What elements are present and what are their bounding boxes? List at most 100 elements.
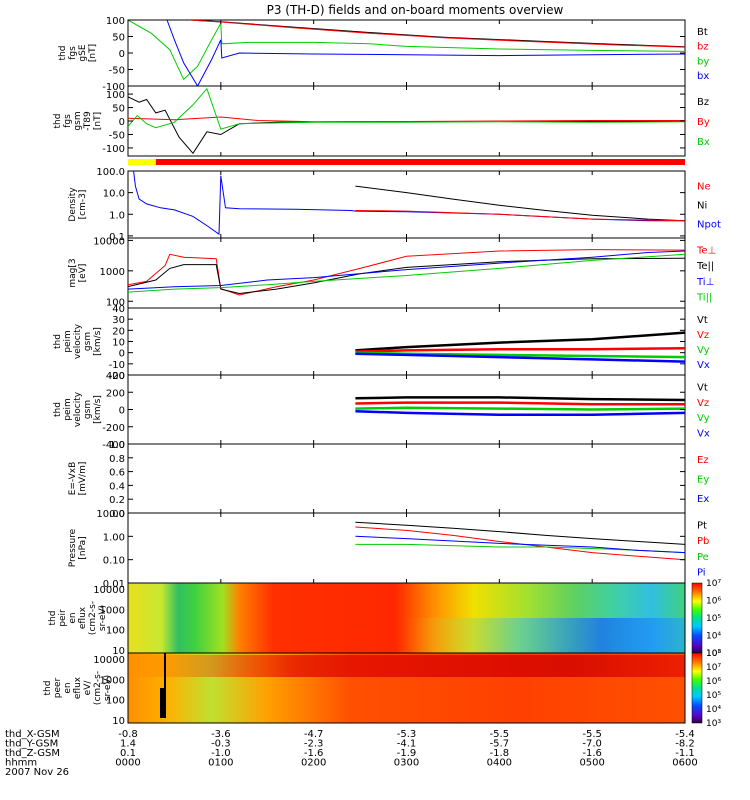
panel-series [128,171,685,236]
legend-item: Pi [697,567,706,578]
series-Te⊥ [128,249,685,296]
y-axis-label: thd [58,46,68,61]
y-tick-label: 1000 [100,605,125,616]
y-axis-label: [nT] [88,44,98,62]
y-axis-label: velocity [73,323,83,359]
x-row-value: -0.3 [211,739,231,750]
colorbar-tick-label: 10⁶ [706,597,721,607]
x-row-value: -8.2 [675,739,695,750]
y-axis-label: fgs [68,46,78,60]
legend-item: Ti|| [696,292,712,303]
x-row-value: 0400 [487,758,512,769]
x-row-value: -4.1 [397,739,417,750]
x-row-value: -1.8 [490,748,510,759]
y-tick-label: -400 [102,440,125,451]
legend-item: Npot [697,220,721,231]
legend-item: Ti⊥ [696,277,714,288]
y-axis-label: [eV] [78,264,88,283]
legend-item: Vz [697,398,709,409]
panel-frame [127,307,686,376]
y-axis-label: (cm2-s- [93,671,103,705]
legend-item: Pe [697,552,709,563]
y-tick-label: -100 [102,144,125,155]
y-axis-label: en [68,612,78,623]
panel-series [355,521,685,561]
x-row-value: 0300 [394,758,419,769]
y-axis-label: peer [53,677,63,698]
x-row-value: -5.5 [582,729,602,740]
y-axis-label: [km/s] [93,327,103,356]
x-row-value: -4.7 [304,729,324,740]
y-tick-label: 0.0 [109,509,125,520]
y-axis-label: thd [53,114,63,129]
y-axis-label: sr-eV) [103,675,113,701]
y-tick-label: 0.4 [109,481,125,492]
panel-series [355,331,685,363]
y-tick-label: 1.0 [109,210,125,221]
series-Ne [355,210,685,222]
x-row-value: 0200 [301,758,326,769]
y-tick-label: 100 [106,696,125,707]
y-axis-label: sr-eV) [98,605,108,631]
x-row-value: -5.3 [397,729,417,740]
y-axis-label: fgs [63,114,73,128]
y-tick-label: 0 [119,349,125,360]
y-axis-label: Pressure [68,528,78,567]
y-axis-label: thd [43,681,53,696]
colorbar-tick-label: 10⁷ [706,579,721,589]
x-row-value: 0500 [579,758,604,769]
legend-item: Te|| [696,261,714,272]
x-row-value: -1.0 [211,748,231,759]
y-axis-label: [km/s] [93,395,103,424]
legend-item: Vt [697,315,708,326]
series-Ti⊥ [128,250,685,290]
series-Ti|| [128,253,685,293]
y-axis-label: peim [63,330,73,353]
y-tick-label: 100.0 [96,167,125,178]
y-axis-label: (cm2-s- [88,601,98,635]
series-Vz [355,346,685,353]
colorbar-tick-label: 10⁴ [706,705,721,715]
y-axis-label: velocity [73,391,83,427]
x-axis-labels: thd_X-GSM -0.8 -3.6 -4.7 -5.3 -5.5 -5.5 -5.4 thd… [5,729,698,778]
y-tick-label: 20 [112,326,125,337]
series-bx [166,20,685,86]
y-axis-label: en [63,682,73,693]
x-row-value: -5.5 [490,729,510,740]
legend-item: Bz [697,97,709,108]
series-Pi [355,535,685,554]
y-axis-label: gSE [78,44,88,61]
legend-item: Ez [697,455,709,466]
x-row-value: 1.4 [120,739,136,750]
panel-frame [127,19,686,87]
y-axis-label: [mV/m] [78,462,88,496]
panel-frame [127,170,686,239]
y-axis-label: eflux [78,606,88,629]
y-tick-label: 0.01 [103,579,125,590]
y-tick-label: 0.10 [103,556,125,567]
y-tick-label: 1.0 [109,440,125,451]
y-axis-label: thd [53,334,63,349]
electron-colorbar [691,652,703,724]
series-By [128,116,685,123]
electron-spectrogram [127,652,703,724]
colorbar-tick-label: 10⁶ [706,677,721,687]
legend-item: bx [697,71,709,82]
x-date-label: 2007 Nov 26 [5,767,69,778]
y-tick-label: 40 [112,304,125,315]
series-Bx [128,87,685,130]
legend-item: Pb [697,536,709,547]
y-axis-label: peir [58,609,68,627]
legend-item: Vz [697,330,709,341]
x-row-value: -7.0 [582,739,602,750]
panel-fgs_gsm: -100 -50 0 50 100 thd fgs gsm -T89 [nT] Bz By Bx [53,85,710,157]
panel-temperature: 100 1000 10000 mag[3 [eV] Te⊥ Te|| Ti⊥ Ti|| [68,236,716,309]
y-axis-label: thd [48,611,58,626]
legend-item: Te⊥ [696,246,716,257]
x-row-label: thd_Y-GSM [5,739,58,750]
y-tick-label: 10000 [93,585,125,596]
x-row-value: -1.6 [304,748,324,759]
series-Vy [355,406,685,411]
y-axis-label: -T89 [83,111,93,131]
